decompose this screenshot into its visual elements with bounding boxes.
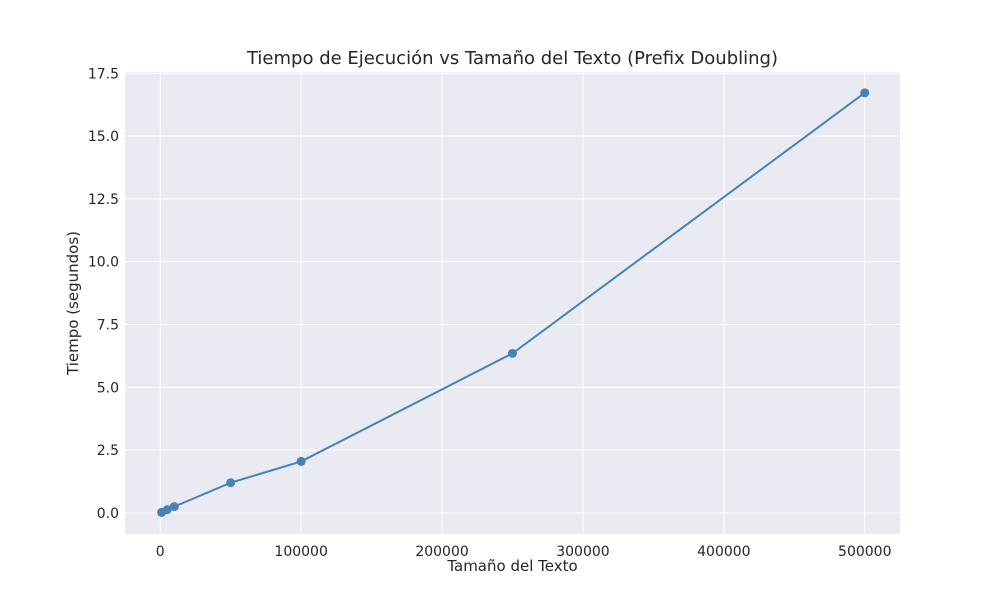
- x-tick-label: 200000: [415, 544, 468, 560]
- y-tick-label: 15.0: [88, 129, 119, 145]
- y-tick-label: 5.0: [97, 380, 119, 396]
- y-tick-label: 10.0: [88, 255, 119, 271]
- data-point: [169, 502, 179, 512]
- y-tick-label: 17.5: [88, 66, 119, 82]
- x-tick-label: 400000: [697, 544, 750, 560]
- x-axis-title: Tamaño del Texto: [446, 557, 577, 575]
- data-point: [508, 348, 517, 358]
- y-tick-labels: 0.0 2.5 5.0 7.5 10.0 12.5 15.0 17.5: [88, 66, 119, 522]
- x-tick-label: 300000: [556, 544, 609, 560]
- y-tick-label: 7.5: [97, 317, 119, 333]
- chart-title: Tiempo de Ejecución vs Tamaño del Texto …: [246, 48, 778, 69]
- y-tick-label: 0.0: [97, 506, 119, 522]
- y-tick-label: 12.5: [88, 192, 119, 208]
- series-layer: [157, 88, 870, 517]
- y-axis-title: Tiempo (segundos): [64, 231, 82, 376]
- y-tick-label: 2.5: [97, 443, 119, 459]
- x-tick-labels: 0 100000 200000 300000 400000 500000: [156, 544, 892, 560]
- x-tick-label: 500000: [838, 544, 891, 560]
- plot-area: [125, 72, 900, 534]
- data-point: [226, 478, 236, 488]
- x-tick-label: 100000: [274, 544, 327, 560]
- x-tick-label: 0: [156, 544, 165, 560]
- x-gridlines: [159, 72, 866, 534]
- data-point: [162, 505, 172, 515]
- data-point: [860, 88, 870, 98]
- data-point: [296, 456, 306, 466]
- y-gridlines: [125, 72, 900, 514]
